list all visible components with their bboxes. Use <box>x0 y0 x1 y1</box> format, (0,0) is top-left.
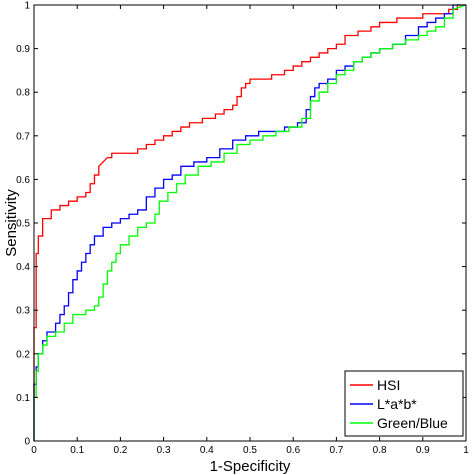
y-tick-label: 0 <box>24 437 30 448</box>
x-tick-label: 0.3 <box>157 445 171 456</box>
x-tick-label: 0.1 <box>70 445 84 456</box>
legend-label: L*a*b* <box>377 396 417 412</box>
y-tick-label: 0.7 <box>16 131 30 142</box>
series-line-2 <box>33 4 467 441</box>
series-layer <box>33 4 467 441</box>
x-tick-label: 1 <box>463 445 469 456</box>
ticks-layer: 0 0.1 0.2 0.3 0.4 0.5 0.6 0.7 0.8 0.9 1 0 0.1 0.2 0.3 0… <box>16 1 469 457</box>
legend: HSI L*a*b* Green/Blue <box>344 370 464 437</box>
legend-label: Green/Blue <box>377 415 448 431</box>
x-tick-label: 0.2 <box>113 445 127 456</box>
x-tick-label: 0.8 <box>373 445 387 456</box>
y-tick-label: 0.3 <box>16 306 30 317</box>
y-tick-label: 0.9 <box>16 44 30 55</box>
y-tick-label: 0.2 <box>16 349 30 360</box>
x-tick-label: 0.7 <box>329 445 343 456</box>
y-tick-label: 0.8 <box>16 88 30 99</box>
x-tick-label: 0.5 <box>243 445 257 456</box>
x-tick-label: 0.6 <box>286 445 300 456</box>
y-axis-title: Sensitivity <box>3 189 20 257</box>
y-tick-label: 0.5 <box>16 219 30 230</box>
x-tick-label: 0 <box>31 445 37 456</box>
y-tick-label: 0.4 <box>16 262 30 273</box>
legend-label: HSI <box>377 377 400 393</box>
x-tick-label: 0.9 <box>416 445 430 456</box>
series-line-0 <box>33 4 466 441</box>
x-tick-label: 0.4 <box>200 445 214 456</box>
y-tick-label: 1 <box>24 1 30 12</box>
y-tick-label: 0.6 <box>16 175 30 186</box>
y-tick-label: 0.1 <box>16 393 30 404</box>
x-axis-title: 1-Specificity <box>210 458 291 475</box>
